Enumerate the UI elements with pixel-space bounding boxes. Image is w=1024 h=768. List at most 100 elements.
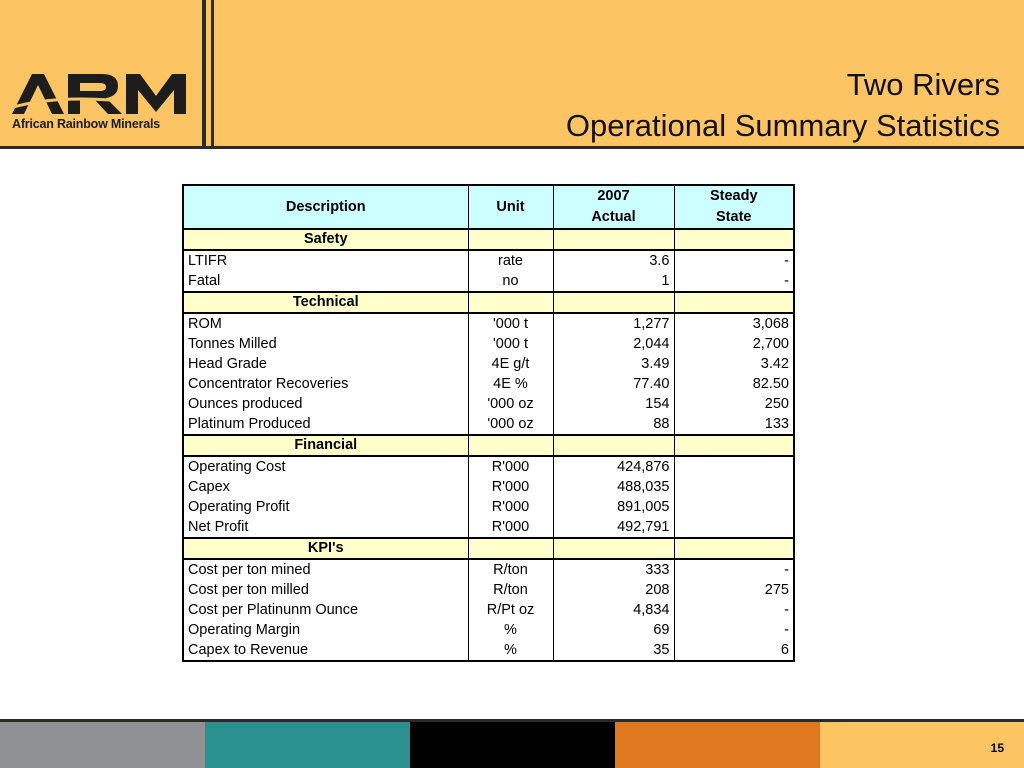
cell-steady — [673, 517, 795, 538]
table-row: Net Profit R'000 492,791 — [182, 517, 795, 538]
cell-unit: 4E % — [467, 374, 554, 394]
cell-actual: 35 — [552, 640, 675, 662]
table-row: Tonnes Milled '000 t 2,044 2,700 — [182, 334, 795, 354]
cell-description: Platinum Produced — [182, 414, 469, 435]
section-label: Technical — [182, 291, 469, 314]
table-row: Fatal no 1- — [182, 271, 795, 292]
cell-description: Operating Cost — [182, 456, 469, 477]
cell-steady — [673, 477, 795, 497]
cell-steady: 250 — [673, 394, 795, 414]
cell-actual: 1 — [552, 271, 675, 292]
section-row-financial: Financial — [182, 434, 795, 457]
cell-unit: R/ton — [467, 580, 554, 600]
operational-summary-table: Description Unit 2007 Actual Steady Stat… — [182, 184, 795, 662]
cell-actual: 492,791 — [552, 517, 675, 538]
title-line-2: Operational Summary Statistics — [565, 108, 1000, 143]
cell-unit: '000 oz — [467, 414, 554, 435]
cell-steady: 275 — [673, 580, 795, 600]
arm-logo-icon — [10, 74, 186, 114]
table-row: Operating Profit R'000 891,005 — [182, 497, 795, 517]
table-row: Capex to Revenue% 35 6 — [182, 640, 795, 662]
cell-unit: R'000 — [467, 456, 554, 477]
cell-actual: 208 — [552, 580, 675, 600]
cell-steady — [673, 456, 795, 477]
cell-unit: R'000 — [467, 517, 554, 538]
header-2007-line1: 2007 — [597, 188, 630, 204]
table-row: Head Grade 4E g/t 3.49 3.42 — [182, 354, 795, 374]
header-unit: Unit — [467, 184, 554, 230]
cell-steady: 82.50 — [673, 374, 795, 394]
cell-actual: 1,277 — [552, 313, 675, 334]
cell-unit: % — [467, 640, 554, 662]
cell-actual: 891,005 — [552, 497, 675, 517]
cell-steady: - — [673, 620, 795, 640]
table-row: ROM '000 t 1,277 3,068 — [182, 313, 795, 334]
section-empty-cell — [673, 228, 795, 251]
cell-unit: '000 t — [467, 313, 554, 334]
cell-description: Operating Margin — [182, 620, 469, 640]
header-divider — [202, 0, 206, 149]
table-row: Cost per ton milled R/ton 208 275 — [182, 580, 795, 600]
cell-description: Cost per Platinunm Ounce — [182, 600, 469, 620]
cell-actual: 69 — [552, 620, 675, 640]
cell-description: LTIFR — [182, 250, 469, 271]
table-row: Operating Cost R'000 424,876 — [182, 456, 795, 477]
section-empty-cell — [552, 434, 675, 457]
header-2007-line2: Actual — [591, 209, 636, 225]
cell-steady: 3,068 — [673, 313, 795, 334]
footer-rule — [0, 719, 1024, 722]
slide-title: Two Rivers Operational Summary Statistic… — [566, 64, 1000, 146]
cell-steady: - — [673, 271, 795, 292]
cell-steady: 6 — [673, 640, 795, 662]
cell-description: Ounces produced — [182, 394, 469, 414]
logo-subtitle: African Rainbow Minerals — [12, 117, 161, 131]
section-empty-cell — [673, 434, 795, 457]
section-empty-cell — [552, 291, 675, 314]
cell-description: Cost per ton milled — [182, 580, 469, 600]
section-empty-cell — [467, 434, 554, 457]
cell-actual: 2,044 — [552, 334, 675, 354]
cell-steady: 2,700 — [673, 334, 795, 354]
cell-actual: 3.6 — [552, 250, 675, 271]
cell-description: Cost per ton mined — [182, 559, 469, 580]
title-line-1: Two Rivers — [846, 67, 1000, 102]
cell-description: Concentrator Recoveries — [182, 374, 469, 394]
cell-actual: 424,876 — [552, 456, 675, 477]
cell-steady: 133 — [673, 414, 795, 435]
cell-description: Tonnes Milled — [182, 334, 469, 354]
cell-unit: no — [467, 271, 554, 292]
cell-steady: 3.42 — [673, 354, 795, 374]
cell-actual: 88 — [552, 414, 675, 435]
section-label: Safety — [182, 228, 469, 251]
cell-steady: - — [673, 559, 795, 580]
cell-steady: - — [673, 600, 795, 620]
cell-description: Net Profit — [182, 517, 469, 538]
cell-description: Fatal — [182, 271, 469, 292]
cell-actual: 333 — [552, 559, 675, 580]
table-row: LTIFR rate 3.6- — [182, 250, 795, 271]
section-empty-cell — [467, 537, 554, 560]
header-2007-actual: 2007 Actual — [552, 184, 675, 230]
footer-segment-black — [410, 722, 615, 768]
cell-steady — [673, 497, 795, 517]
section-row-safety: Safety — [182, 228, 795, 251]
header-steady-state: Steady State — [673, 184, 795, 230]
table-row: Operating Margin% 69- — [182, 620, 795, 640]
table-row: Cost per Platinunm Ounce R/Pt oz 4,834- — [182, 600, 795, 620]
table-header-row: Description Unit 2007 Actual Steady Stat… — [182, 184, 795, 230]
cell-steady: - — [673, 250, 795, 271]
section-empty-cell — [673, 291, 795, 314]
section-label: Financial — [182, 434, 469, 457]
header-steady-line2: State — [716, 209, 752, 225]
footer-segment-teal — [205, 722, 410, 768]
cell-description: Capex to Revenue — [182, 640, 469, 662]
section-label: KPI's — [182, 537, 469, 560]
section-empty-cell — [552, 228, 675, 251]
table-row: Platinum Produced '000 oz 88 133 — [182, 414, 795, 435]
cell-description: Head Grade — [182, 354, 469, 374]
cell-description: Capex — [182, 477, 469, 497]
header-rule — [0, 146, 1024, 149]
table-row: Concentrator Recoveries 4E % 77.40 82.50 — [182, 374, 795, 394]
section-empty-cell — [467, 228, 554, 251]
cell-unit: % — [467, 620, 554, 640]
